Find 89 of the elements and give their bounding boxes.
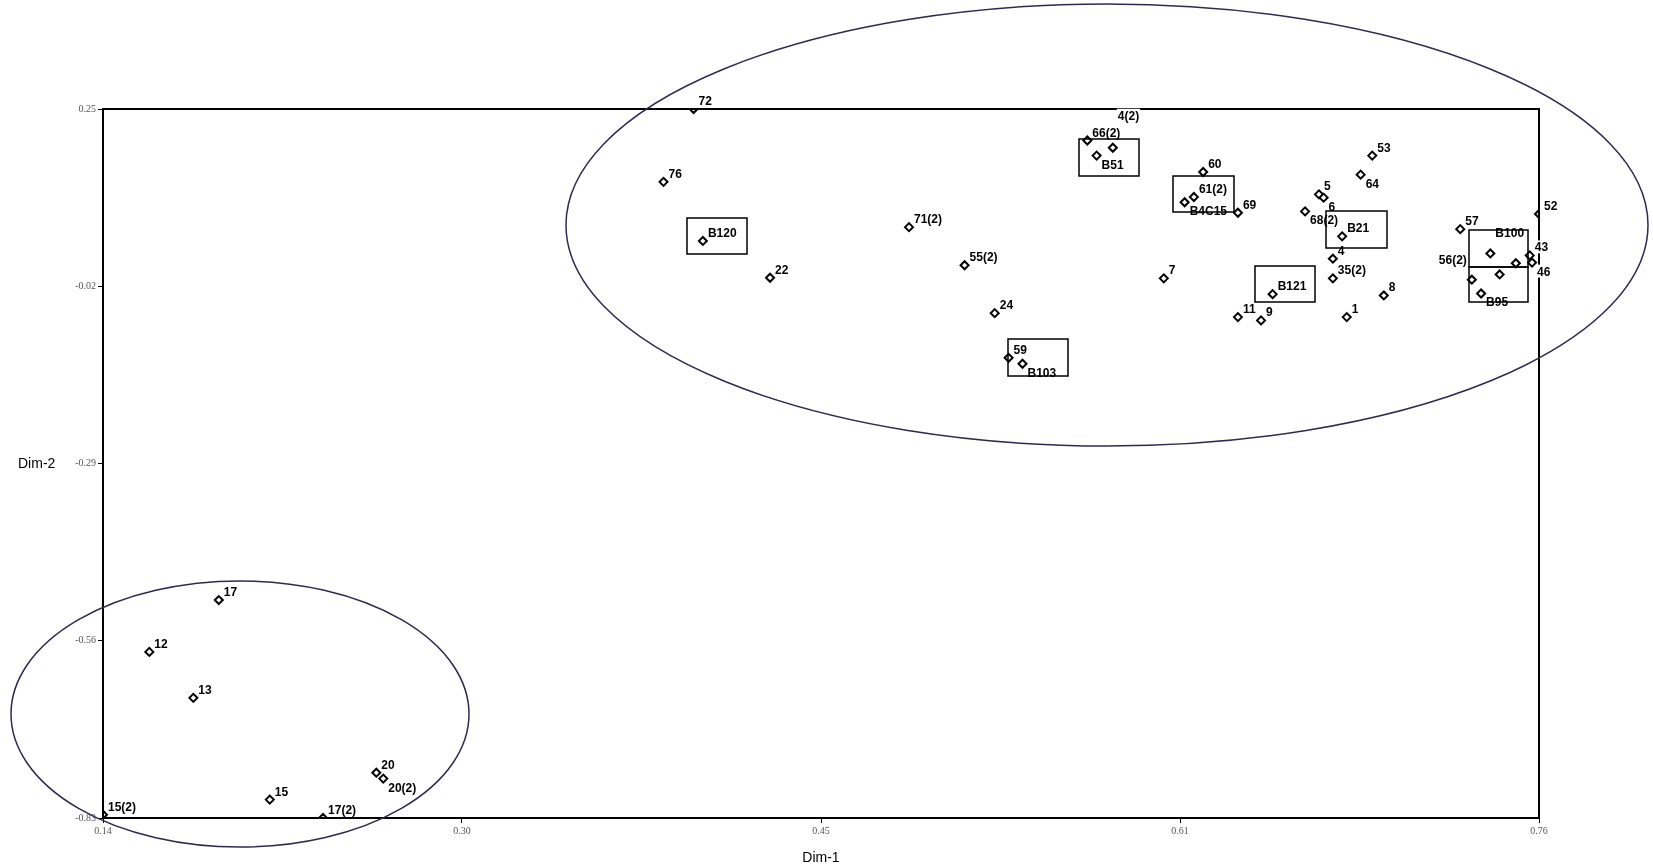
annotation: 15(2) <box>108 799 137 814</box>
annotation: 43 <box>1534 240 1549 255</box>
y-tick-label: -0.29 <box>75 457 96 469</box>
annotation: B51 <box>1101 157 1124 172</box>
x-tick-label: 0.45 <box>812 824 830 836</box>
annotation: 76 <box>668 166 683 181</box>
annotation: 12 <box>154 636 168 651</box>
point <box>1494 269 1505 280</box>
point <box>1355 169 1366 180</box>
point <box>1367 150 1378 161</box>
point <box>1455 224 1466 235</box>
point <box>188 692 199 703</box>
annotation: 71(2) <box>914 212 943 227</box>
annotation: 15 <box>274 784 289 799</box>
point <box>658 176 669 187</box>
point <box>213 595 224 606</box>
point <box>904 222 915 233</box>
point <box>1107 142 1118 153</box>
annotation: 60 <box>1208 157 1222 172</box>
point <box>1158 273 1169 284</box>
point <box>1256 315 1267 326</box>
point <box>378 773 389 784</box>
annotation: 66(2) <box>1092 125 1121 140</box>
annotation: 5 <box>1323 179 1331 194</box>
annotation: 53 <box>1377 140 1391 155</box>
x-tick-label: 0.14 <box>94 824 112 836</box>
point <box>1198 167 1209 178</box>
annotation: 8 <box>1388 280 1396 295</box>
point <box>1337 231 1348 242</box>
annotation: 55(2) <box>969 250 998 265</box>
x-axis-title: Dim-1 <box>802 849 840 866</box>
point <box>765 272 776 283</box>
point <box>371 767 382 778</box>
annotation: 69 <box>1242 197 1257 212</box>
point <box>1341 312 1352 323</box>
point <box>1267 289 1278 300</box>
annotation: B21 <box>1347 221 1370 236</box>
x-tick-label: 0.61 <box>1171 824 1189 836</box>
point <box>989 308 1000 319</box>
annotation: 6 <box>1328 199 1336 214</box>
annotation: 17(2) <box>328 803 357 817</box>
annotation: 46 <box>1537 264 1551 279</box>
point <box>1527 257 1538 268</box>
point <box>959 260 970 271</box>
point <box>1327 273 1338 284</box>
annotation: 11 <box>1242 302 1256 317</box>
annotation: 9 <box>1266 305 1274 320</box>
point <box>1188 191 1199 202</box>
point <box>144 646 155 657</box>
annotation: 61(2) <box>1198 181 1227 196</box>
y-tick-label: -0.02 <box>75 279 96 291</box>
point <box>1091 150 1102 161</box>
annotation: 59 <box>1013 342 1028 357</box>
y-tick-label: 0.25 <box>78 102 96 114</box>
point <box>1017 358 1028 369</box>
point <box>1318 192 1329 203</box>
y-axis-title: Dim-2 <box>18 455 56 471</box>
annotation: 7 <box>1168 263 1176 278</box>
point <box>1378 290 1389 301</box>
annotation: 1 <box>1351 302 1359 317</box>
annotation: B120 <box>707 225 737 240</box>
annotation: 13 <box>198 682 212 697</box>
point <box>697 235 708 246</box>
point <box>1232 312 1243 323</box>
point <box>1300 206 1311 217</box>
y-tick-label: -0.83 <box>75 811 96 823</box>
point <box>264 794 275 805</box>
annotation: 22 <box>775 262 789 277</box>
annotation: 20(2) <box>388 780 417 795</box>
point <box>1327 253 1338 264</box>
annotation: 52 <box>1544 199 1558 214</box>
x-tick-label: 0.76 <box>1530 824 1548 836</box>
annotation: 4(2) <box>1117 108 1140 123</box>
y-tick-label: -0.56 <box>75 634 96 646</box>
annotation: 72 <box>698 94 713 108</box>
annotation: 35(2) <box>1337 263 1366 278</box>
point <box>1232 207 1243 218</box>
annotation: 24 <box>999 298 1014 313</box>
annotation: 64 <box>1365 176 1380 191</box>
annotation: 57 <box>1465 214 1479 229</box>
annotation: 20 <box>381 757 395 772</box>
point <box>1179 197 1190 208</box>
x-tick-label: 0.30 <box>453 824 471 836</box>
annotation: B121 <box>1277 279 1307 294</box>
annotation: 17 <box>223 585 238 600</box>
annotation: 56(2) <box>1438 252 1467 267</box>
annotation: B100 <box>1495 226 1525 241</box>
point <box>1476 288 1487 299</box>
point <box>1485 248 1496 259</box>
